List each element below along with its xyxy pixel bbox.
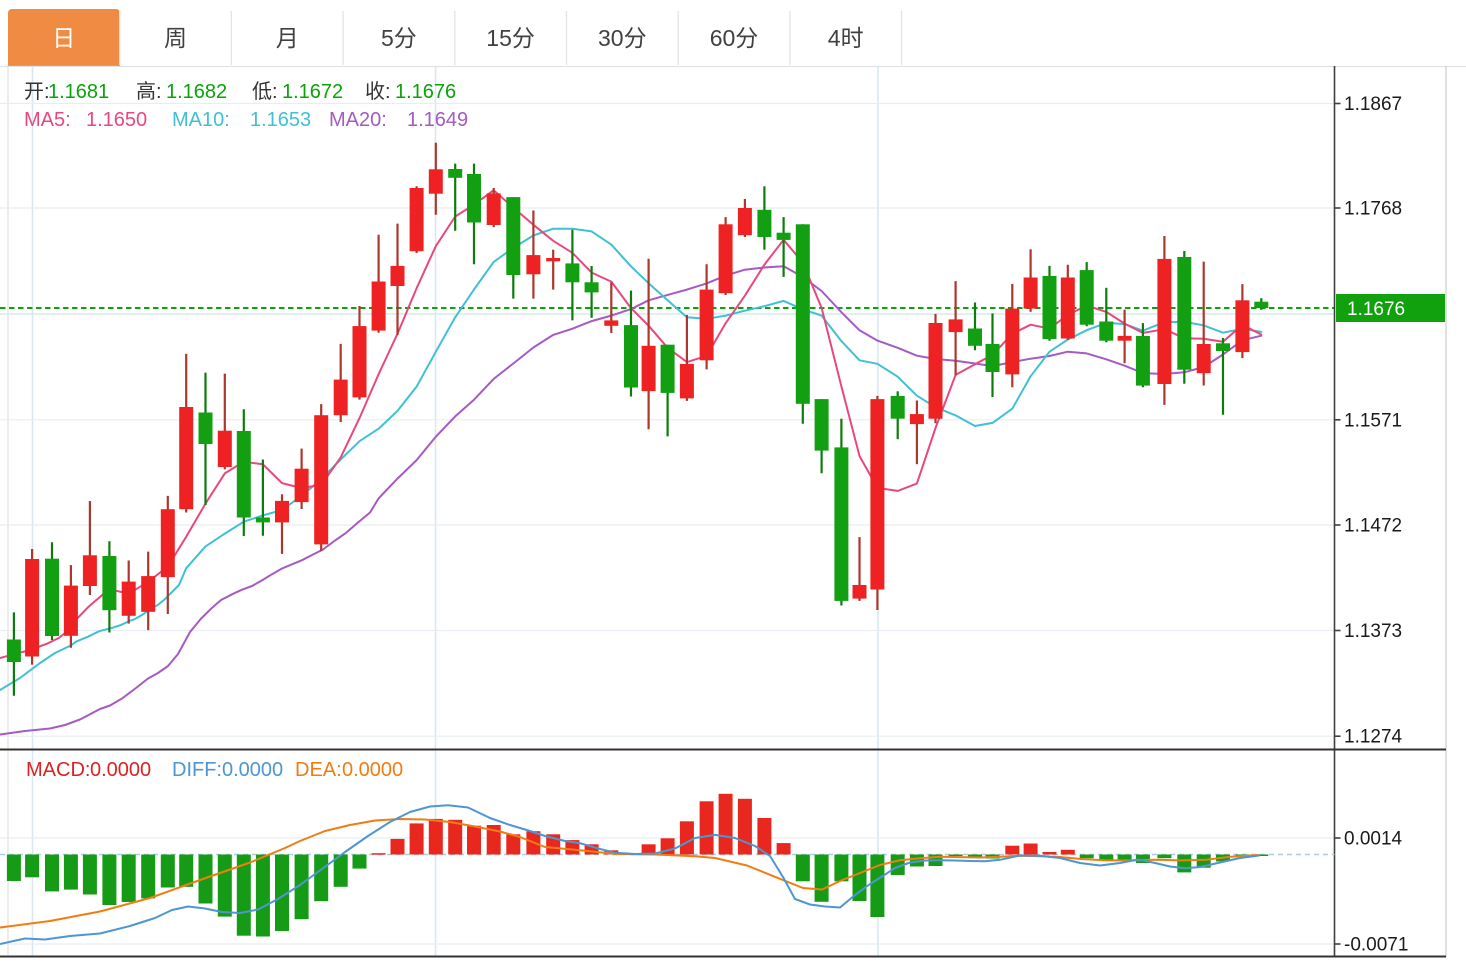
- svg-text:0.0000: 0.0000: [222, 759, 283, 781]
- svg-text:1.1571: 1.1571: [1344, 410, 1402, 431]
- svg-text:1.1653: 1.1653: [250, 109, 311, 131]
- svg-text:月: 月: [276, 25, 299, 51]
- svg-text:开:: 开:: [24, 81, 50, 103]
- svg-text:1.1274: 1.1274: [1344, 727, 1403, 748]
- svg-text:1.1681: 1.1681: [48, 81, 109, 103]
- svg-text:1.1472: 1.1472: [1344, 516, 1402, 537]
- svg-text:高:: 高:: [136, 80, 162, 103]
- svg-text:1.1672: 1.1672: [282, 81, 343, 103]
- svg-text:0.0000: 0.0000: [342, 759, 403, 781]
- svg-text:1.1373: 1.1373: [1344, 621, 1402, 642]
- svg-text:1.1650: 1.1650: [86, 109, 147, 131]
- svg-text:周: 周: [164, 25, 187, 51]
- svg-text:15分: 15分: [486, 25, 535, 51]
- svg-text:DIFF:: DIFF:: [172, 759, 222, 781]
- svg-text:-0.0071: -0.0071: [1344, 935, 1408, 956]
- svg-text:0.0000: 0.0000: [90, 759, 151, 781]
- svg-text:MA10:: MA10:: [172, 109, 230, 131]
- svg-text:1.1649: 1.1649: [407, 109, 468, 131]
- svg-text:MA5:: MA5:: [24, 109, 71, 131]
- svg-text:DEA:: DEA:: [295, 759, 342, 781]
- svg-text:4时: 4时: [828, 25, 864, 51]
- svg-text:低:: 低:: [252, 80, 278, 103]
- svg-text:0.0014: 0.0014: [1344, 829, 1403, 850]
- svg-text:30分: 30分: [598, 25, 647, 51]
- svg-text:1.1676: 1.1676: [395, 81, 456, 103]
- svg-text:MACD:: MACD:: [26, 759, 90, 781]
- svg-text:日: 日: [52, 25, 75, 51]
- svg-text:收:: 收:: [365, 80, 391, 103]
- svg-text:1.1867: 1.1867: [1344, 94, 1402, 115]
- svg-text:1.1768: 1.1768: [1344, 199, 1402, 220]
- svg-text:MA20:: MA20:: [329, 109, 387, 131]
- svg-text:5分: 5分: [381, 25, 417, 51]
- svg-text:1.1676: 1.1676: [1347, 299, 1405, 320]
- svg-text:1.1682: 1.1682: [166, 81, 227, 103]
- svg-text:60分: 60分: [710, 25, 759, 51]
